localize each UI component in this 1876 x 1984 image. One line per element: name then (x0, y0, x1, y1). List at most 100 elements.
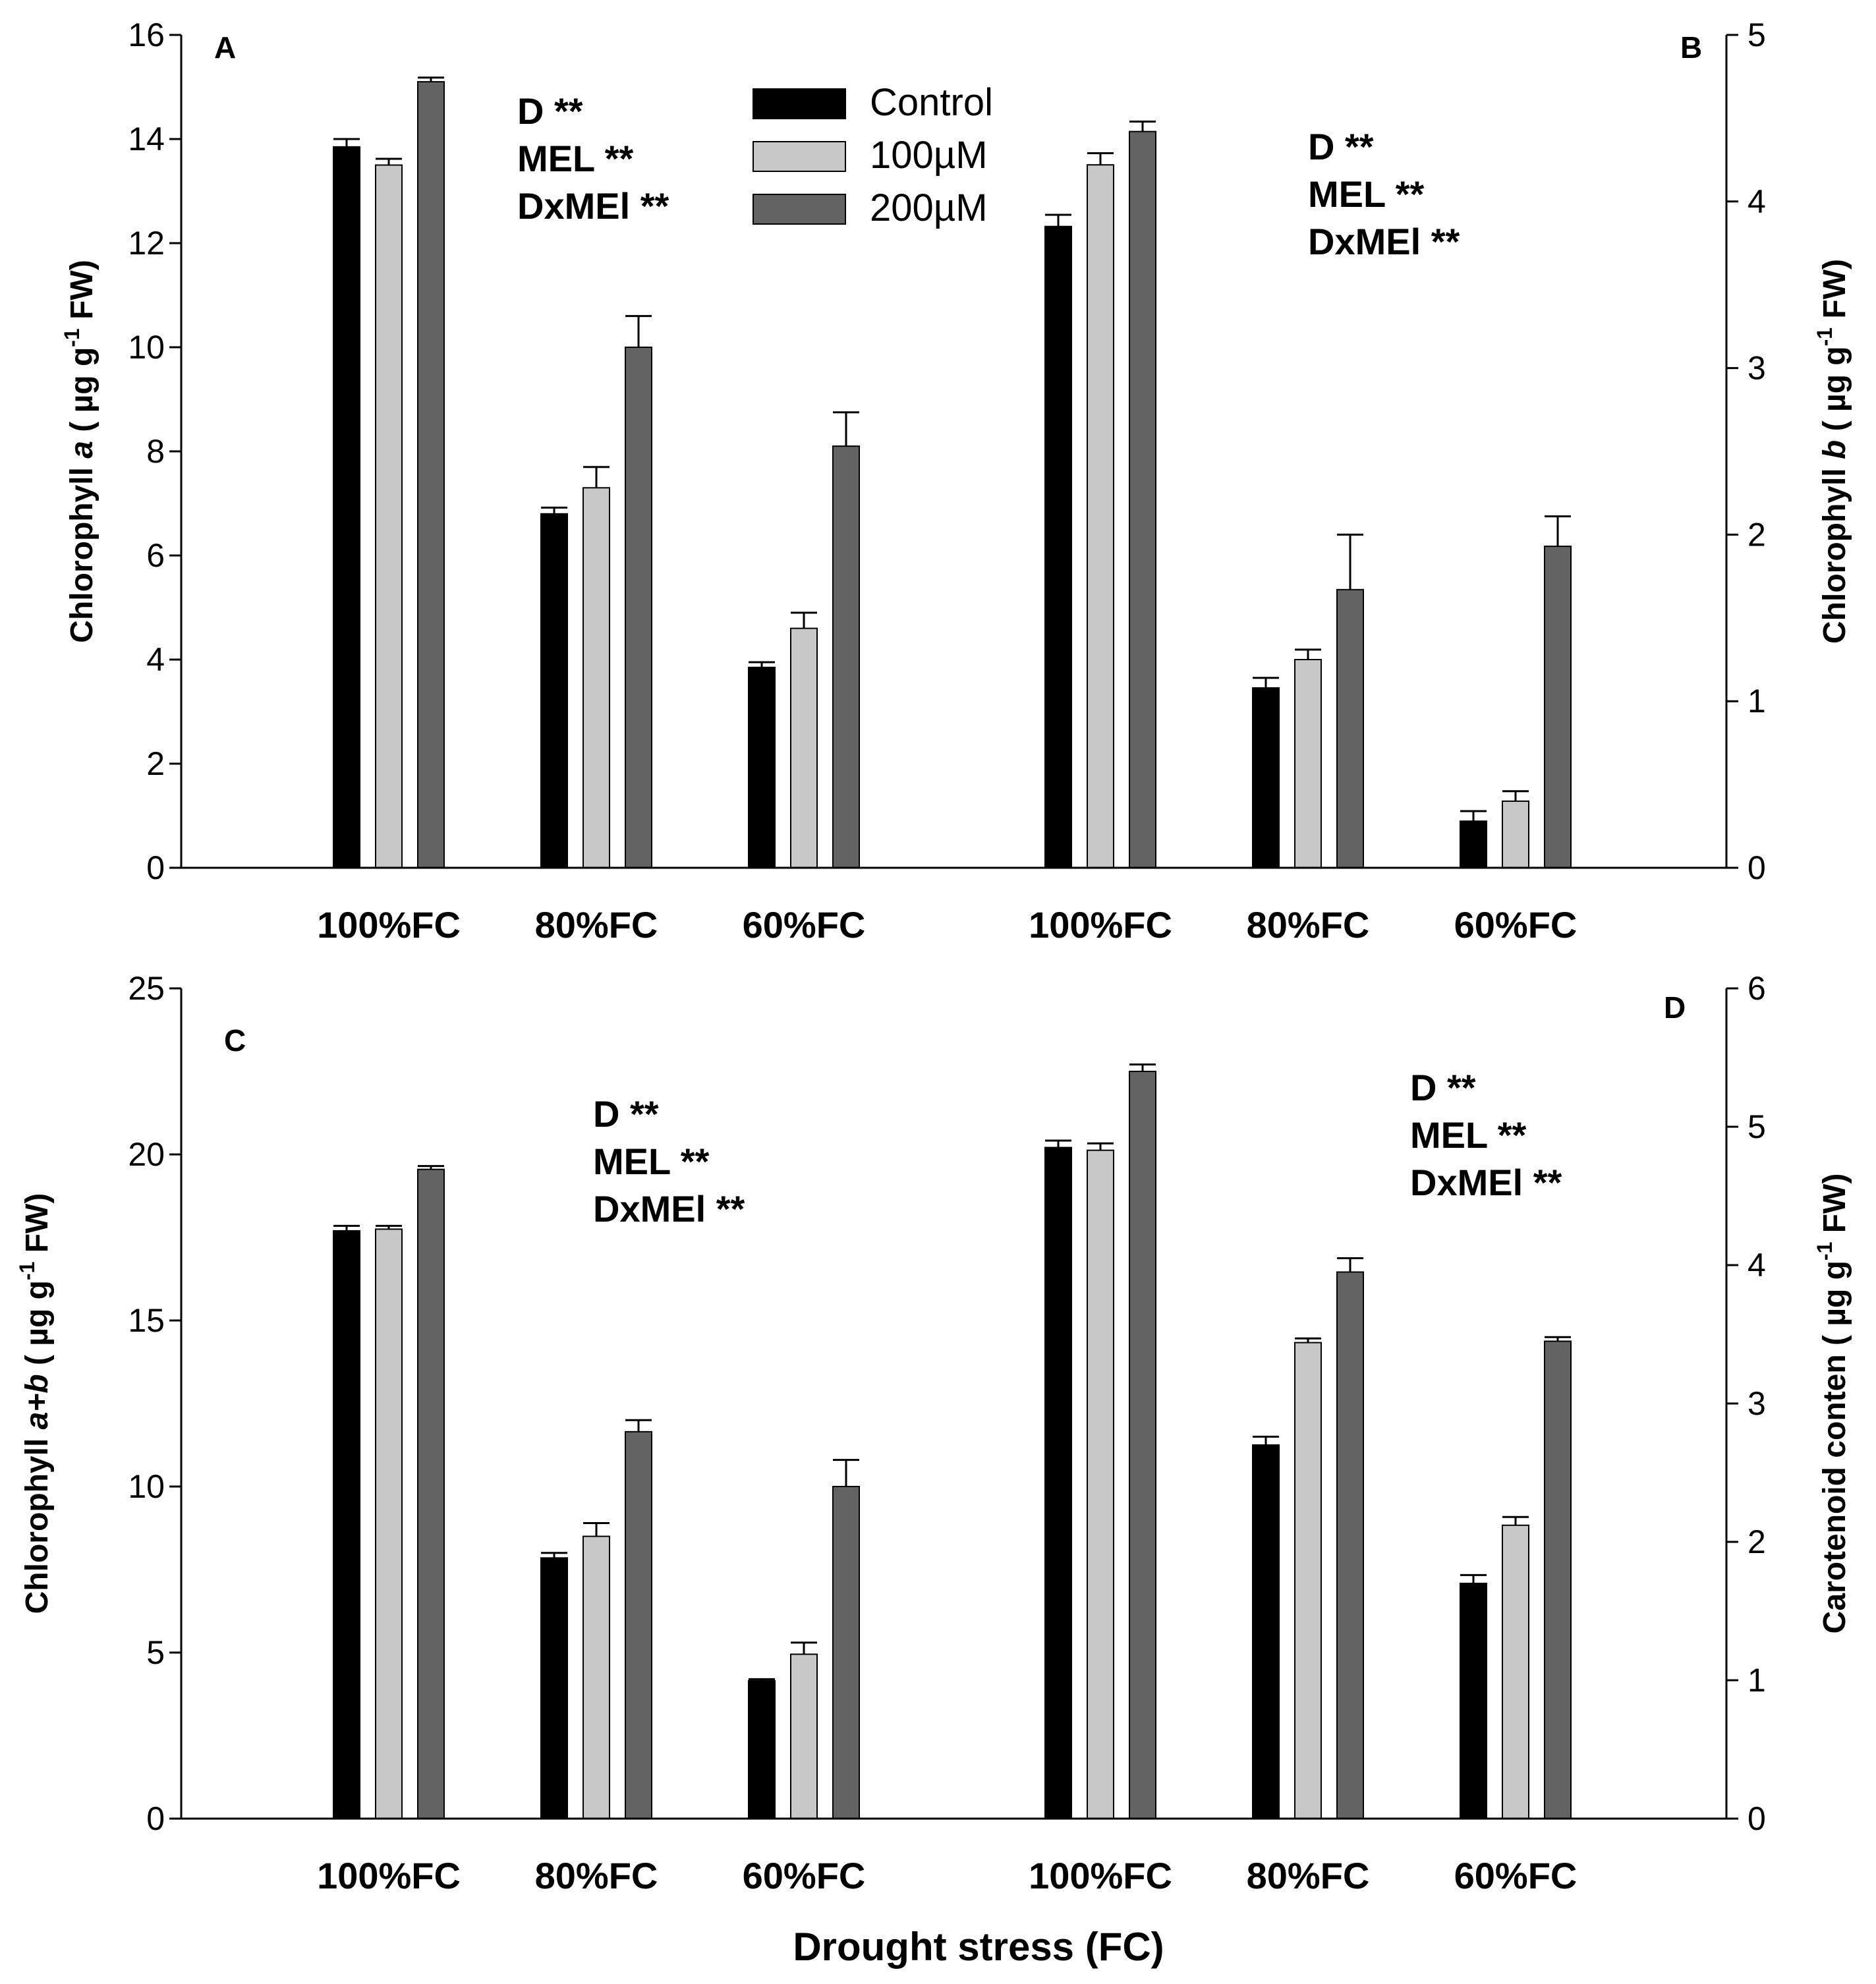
stat-annotation: DxMEl ** (1410, 1162, 1562, 1203)
bar (1460, 1583, 1487, 1819)
y-tick-label: 16 (128, 16, 165, 53)
x-tick-label: 100%FC (317, 1855, 461, 1896)
bar (1252, 687, 1280, 868)
stat-annotation: DxMEl ** (593, 1188, 745, 1230)
panel-label-b: B (1680, 30, 1702, 65)
x-tick-label: 80%FC (535, 1855, 658, 1896)
y-tick-label: 14 (128, 121, 165, 157)
bar (540, 1557, 568, 1820)
y-tick-label: 6 (146, 537, 165, 574)
y-tick-label: 2 (1748, 1523, 1766, 1560)
stats-panel-c: D ** MEL ** DxMEl ** (593, 1093, 745, 1230)
y-tick-label: 10 (128, 1468, 165, 1505)
x-tick-label: 100%FC (1029, 1855, 1172, 1896)
y-tick-label: 1 (1748, 683, 1766, 720)
bar (375, 1228, 403, 1819)
bar (1544, 546, 1572, 868)
x-tick-labels-bottom: 100%FC 80%FC 60%FC 100%FC 80%FC 60%FC (317, 1855, 1577, 1896)
stat-annotation: DxMEl ** (517, 185, 669, 227)
stat-annotation: MEL ** (517, 138, 634, 179)
x-tick-label: 100%FC (1029, 904, 1172, 946)
y-tick-label: 0 (1748, 1800, 1766, 1837)
y-tick-label: 15 (128, 1302, 165, 1339)
legend-swatch-200um (753, 194, 846, 225)
y-tick-label: 5 (146, 1634, 165, 1671)
x-tick-label: 80%FC (1247, 904, 1370, 946)
bar (1336, 1271, 1364, 1819)
bar (1044, 1147, 1072, 1819)
y-tick-label: 0 (146, 849, 165, 886)
bar (625, 1431, 652, 1820)
bar (1129, 130, 1156, 868)
y-axis-label-a: Chlorophyll a ( µg g-1 FW) (60, 260, 99, 642)
y-ticks-panel-d: 0 1 2 3 4 5 6 (1726, 970, 1766, 1837)
bar (1044, 225, 1072, 869)
bar (748, 666, 776, 868)
panel-label-c: C (224, 1023, 246, 1058)
y-tick-label: 5 (1748, 1108, 1766, 1145)
bar (1129, 1071, 1156, 1819)
stat-annotation: MEL ** (593, 1141, 710, 1182)
y-ticks-panel-c: 0 5 10 15 20 25 (128, 970, 181, 1837)
bar (333, 1230, 360, 1820)
bar (1294, 1342, 1322, 1819)
bar (1294, 659, 1322, 868)
x-tick-label: 60%FC (1454, 904, 1578, 946)
stat-annotation: D ** (517, 90, 583, 132)
stat-annotation: D ** (1308, 126, 1374, 167)
y-axis-label-b: Chlorophyll b ( µg g-1 FW) (1813, 259, 1852, 644)
y-tick-label: 4 (146, 641, 165, 678)
bar (333, 146, 360, 869)
bar (625, 347, 652, 868)
bar (1087, 164, 1114, 869)
bar (417, 1168, 445, 1820)
x-axis-label: Drought stress (FC) (793, 1925, 1164, 1969)
bar (832, 445, 860, 868)
bar (1460, 820, 1487, 868)
stat-annotation: D ** (1410, 1067, 1476, 1108)
y-tick-label: 20 (128, 1136, 165, 1173)
y-tick-label: 1 (1748, 1662, 1766, 1699)
panel-label-d: D (1664, 990, 1686, 1025)
chart-marks (333, 76, 1572, 1820)
y-axis-label-d: Carotenoid conten ( µg g-1 FW) (1813, 1174, 1852, 1634)
y-tick-label: 4 (1748, 1247, 1766, 1284)
x-tick-label: 60%FC (743, 904, 866, 946)
x-tick-label: 80%FC (535, 904, 658, 946)
bar (583, 487, 610, 868)
y-tick-label: 5 (1748, 16, 1766, 53)
y-tick-label: 25 (128, 970, 165, 1007)
bar (417, 81, 445, 869)
bar (1252, 1444, 1280, 1819)
legend-label-200um: 200µM (870, 186, 988, 229)
y-tick-label: 12 (128, 225, 165, 262)
panel-label-a: A (214, 30, 236, 65)
legend-label-control: Control (870, 81, 993, 124)
bar (1544, 1340, 1572, 1819)
bar (832, 1486, 860, 1819)
stat-annotation: MEL ** (1308, 173, 1425, 215)
bar (1336, 588, 1364, 868)
x-tick-label: 80%FC (1247, 1855, 1370, 1896)
y-tick-label: 3 (1748, 1385, 1766, 1422)
y-ticks-panel-b: 0 1 2 3 4 5 (1726, 16, 1766, 886)
x-tick-label: 100%FC (317, 904, 461, 946)
legend-swatch-control (753, 88, 846, 119)
bar (790, 1653, 818, 1820)
stats-panel-b: D ** MEL ** DxMEl ** (1308, 126, 1460, 262)
x-tick-label: 60%FC (743, 1855, 866, 1896)
y-tick-label: 0 (146, 1800, 165, 1837)
bar (540, 513, 568, 868)
y-tick-label: 10 (128, 329, 165, 366)
y-tick-label: 2 (1748, 516, 1766, 553)
y-tick-label: 0 (1748, 849, 1766, 886)
bar (748, 1680, 776, 1820)
y-tick-label: 6 (1748, 970, 1766, 1007)
bar (1502, 800, 1529, 869)
bar (790, 627, 818, 868)
y-tick-label: 8 (146, 433, 165, 470)
stat-annotation: DxMEl ** (1308, 221, 1460, 262)
y-ticks-panel-a: 0 2 4 6 8 10 12 14 16 (128, 16, 181, 886)
y-tick-label: 2 (146, 745, 165, 782)
